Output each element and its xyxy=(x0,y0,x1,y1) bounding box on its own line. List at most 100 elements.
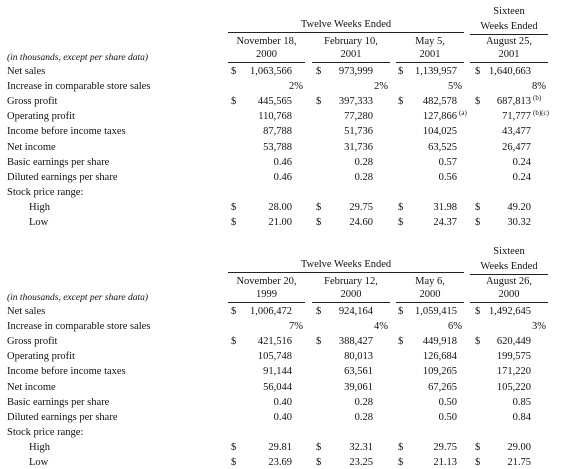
currency: $ xyxy=(316,441,322,453)
currency: $ xyxy=(316,96,322,108)
amount: 1,063,566 xyxy=(250,66,292,77)
date-header: 2000 xyxy=(419,289,441,300)
amount: 67,265 xyxy=(428,381,457,393)
amount: 71,777 xyxy=(502,111,531,123)
row-label: Gross profit xyxy=(7,96,58,108)
amount: 104,025 xyxy=(422,126,457,138)
date-header: 2001 xyxy=(419,49,441,60)
currency: $ xyxy=(316,306,322,317)
amount: 3% xyxy=(532,321,546,333)
currency: $ xyxy=(316,457,322,468)
amount: 39,061 xyxy=(344,381,373,393)
column-header: Weeks Ended xyxy=(480,21,538,32)
amount: 388,427 xyxy=(338,336,373,348)
amount: 445,565 xyxy=(257,96,292,108)
amount: 0.24 xyxy=(512,156,531,168)
amount: 0.28 xyxy=(354,396,373,408)
currency: $ xyxy=(316,201,322,213)
amount: 0.50 xyxy=(438,396,457,408)
amount: 24.37 xyxy=(433,217,457,228)
date-header: August 25, xyxy=(485,36,533,47)
amount: 29.00 xyxy=(507,441,531,453)
amount: 21.75 xyxy=(507,457,531,468)
amount: 171,220 xyxy=(496,366,531,378)
amount: 105,748 xyxy=(257,351,292,363)
currency: $ xyxy=(398,217,404,228)
row-label: Increase in comparable store sales xyxy=(7,81,151,93)
column-header: Sixteen xyxy=(493,6,525,17)
row-label: Net income xyxy=(7,381,56,393)
amount: 77,280 xyxy=(344,111,373,123)
amount: 105,220 xyxy=(496,381,531,393)
currency: $ xyxy=(475,306,481,317)
row-label: Net sales xyxy=(7,306,46,317)
amount: 29.75 xyxy=(349,201,373,213)
amount: 49.20 xyxy=(507,201,531,213)
rule xyxy=(228,62,305,63)
amount: 2% xyxy=(289,81,303,93)
amount: 30.32 xyxy=(507,217,531,228)
amount: 63,561 xyxy=(344,366,373,378)
amount: 0.28 xyxy=(354,171,373,183)
amount: 4% xyxy=(374,321,388,333)
currency: $ xyxy=(398,201,404,213)
amount: 687,813 xyxy=(496,96,531,108)
amount: 110,768 xyxy=(258,111,292,123)
row-label: Diluted earnings per share xyxy=(7,411,118,423)
row-label: Low xyxy=(29,217,49,228)
currency: $ xyxy=(231,457,237,468)
currency: $ xyxy=(475,66,481,77)
row-label: Gross profit xyxy=(7,336,58,348)
currency: $ xyxy=(398,66,404,77)
date-header: 2001 xyxy=(498,49,520,60)
date-header: February 10, xyxy=(324,36,378,47)
currency: $ xyxy=(475,201,481,213)
rule xyxy=(228,32,464,33)
date-header: 2001 xyxy=(340,49,362,60)
amount: 1,006,472 xyxy=(250,306,292,317)
amount: 1,139,957 xyxy=(415,66,457,77)
date-header: February 12, xyxy=(324,276,378,287)
amount: 31,736 xyxy=(344,141,373,153)
amount: 0.24 xyxy=(512,171,531,183)
amount: 0.85 xyxy=(512,396,531,408)
currency: $ xyxy=(475,96,481,108)
rule xyxy=(312,62,390,63)
currency: $ xyxy=(231,96,237,108)
rule xyxy=(470,34,548,35)
amount: 620,449 xyxy=(496,336,531,348)
amount: 23.25 xyxy=(349,457,373,468)
amount: 0.40 xyxy=(273,411,292,423)
row-label: Basic earnings per share xyxy=(7,396,110,408)
date-header: 2000 xyxy=(340,289,362,300)
currency: $ xyxy=(398,336,404,348)
amount: 0.84 xyxy=(512,411,531,423)
currency: $ xyxy=(475,336,481,348)
currency: $ xyxy=(398,96,404,108)
currency: $ xyxy=(231,217,237,228)
currency: $ xyxy=(398,306,404,317)
amount: 63,525 xyxy=(428,141,457,153)
amount: 1,640,663 xyxy=(489,66,531,77)
date-header: 2000 xyxy=(256,49,277,60)
row-label: Basic earnings per share xyxy=(7,156,110,168)
row-label: Low xyxy=(29,457,49,468)
group-header: Twelve Weeks Ended xyxy=(300,259,392,270)
amount: 87,788 xyxy=(263,126,292,138)
amount: 43,477 xyxy=(502,126,531,138)
amount: 0.40 xyxy=(273,396,292,408)
currency: $ xyxy=(316,336,322,348)
column-header: Sixteen xyxy=(493,246,525,257)
amount: 0.46 xyxy=(273,171,292,183)
amount: 8% xyxy=(532,81,546,93)
date-header: May 6, xyxy=(415,276,445,287)
rule xyxy=(470,274,548,275)
rule xyxy=(396,302,464,303)
row-label: Diluted earnings per share xyxy=(7,171,118,183)
date-header: November 20, xyxy=(236,276,297,287)
row-label: Net income xyxy=(7,141,56,153)
currency: $ xyxy=(475,457,481,468)
date-header: 1999 xyxy=(256,289,277,300)
amount: 0.46 xyxy=(273,156,292,168)
